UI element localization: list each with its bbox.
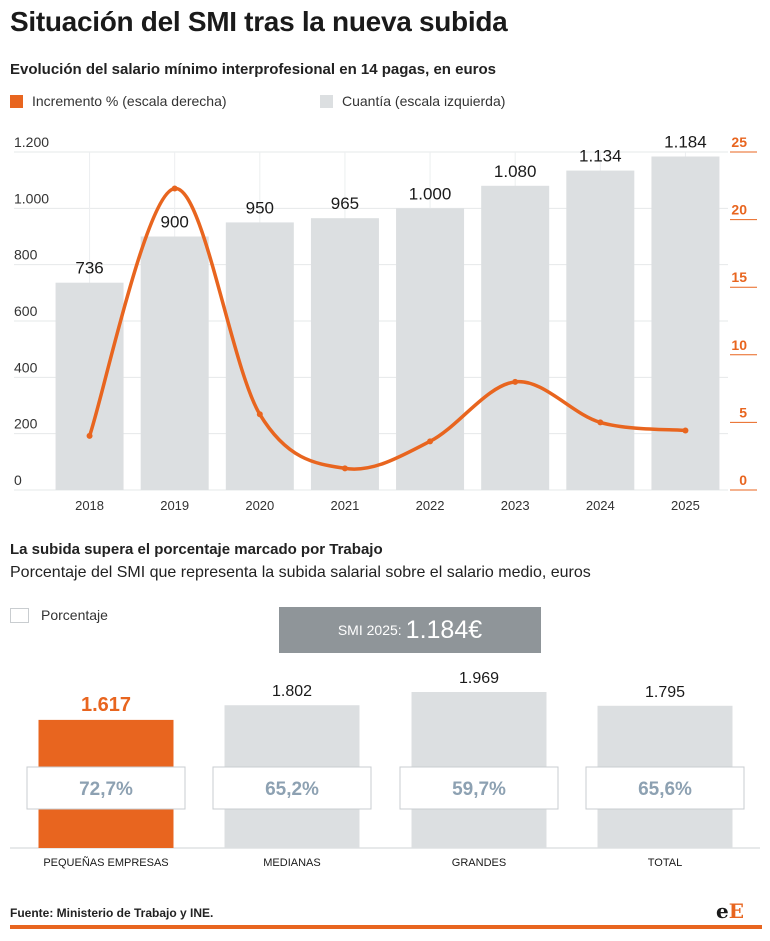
chart1-title: Evolución del salario mínimo interprofes… <box>10 61 496 78</box>
legend-increment: Incremento % (escala derecha) <box>10 93 227 109</box>
bar-value-label: 950 <box>246 198 274 217</box>
y-left-tick-label: 200 <box>14 416 38 432</box>
company-category-label: GRANDES <box>452 857 506 869</box>
y-left-tick-label: 600 <box>14 303 38 319</box>
percentage-label: 65,6% <box>638 779 692 800</box>
bar-amount <box>310 218 379 491</box>
increment-point <box>256 411 263 418</box>
y-left-tick-label: 1.200 <box>14 134 49 150</box>
legend-amount: Cuantía (escala izquierda) <box>320 93 505 109</box>
y-right-tick-label: 0 <box>739 472 747 488</box>
y-left-tick-label: 800 <box>14 247 38 263</box>
increment-point <box>427 438 434 445</box>
legend-percentage: Porcentaje <box>10 607 108 623</box>
y-left-tick-label: 1.000 <box>14 190 49 206</box>
y-left-tick-label: 0 <box>14 472 22 488</box>
bar-value-label: 1.134 <box>579 147 622 166</box>
company-value-label: 1.795 <box>645 684 685 701</box>
x-tick-label: 2018 <box>75 498 104 513</box>
percentage-label: 72,7% <box>79 779 133 800</box>
x-tick-label: 2024 <box>586 498 615 513</box>
chart2-title: La subida supera el porcentaje marcado p… <box>10 541 383 558</box>
company-category-label: MEDIANAS <box>263 857 320 869</box>
increment-point <box>171 185 178 192</box>
y-right-tick-label: 25 <box>731 134 747 150</box>
chart2-subtitle: Porcentaje del SMI que representa la sub… <box>10 564 591 581</box>
legend-increment-label: Incremento % (escala derecha) <box>32 93 227 109</box>
company-value-label: 1.969 <box>459 670 499 687</box>
percentage-label: 59,7% <box>452 779 506 800</box>
bar-value-label: 965 <box>331 194 359 213</box>
bar-amount <box>140 236 209 490</box>
bottom-rule <box>10 925 762 929</box>
company-value-label: 1.802 <box>272 683 312 700</box>
percentage-label: 65,2% <box>265 779 319 800</box>
bar-amount <box>651 156 720 491</box>
brand-logo: eE <box>716 899 744 923</box>
legend-swatch-gray <box>320 94 333 108</box>
bar-amount <box>55 282 124 490</box>
x-tick-label: 2019 <box>160 498 189 513</box>
source-note: Fuente: Ministerio de Trabajo y INE. <box>10 906 214 920</box>
increment-point <box>597 419 604 426</box>
page-title: Situación del SMI tras la nueva subida <box>10 6 508 37</box>
smi-banner: SMI 2025: 1.184€ <box>279 607 541 653</box>
legend-amount-label: Cuantía (escala izquierda) <box>342 93 506 109</box>
company-category-label: PEQUEÑAS EMPRESAS <box>43 856 168 869</box>
bar-value-label: 1.184 <box>664 133 707 152</box>
legend-swatch-orange <box>10 94 23 108</box>
increment-point <box>86 432 93 439</box>
y-right-tick-label: 15 <box>731 269 747 285</box>
x-tick-label: 2020 <box>245 498 274 513</box>
bar-amount <box>566 170 635 490</box>
y-right-tick-label: 20 <box>731 202 747 218</box>
smi-banner-value: 1.184€ <box>405 615 483 644</box>
x-tick-label: 2021 <box>330 498 359 513</box>
bar-value-label: 900 <box>161 213 189 232</box>
chart1-svg: 02004006008001.0001.20005101520257362018… <box>14 133 757 513</box>
percentage-box <box>585 766 745 810</box>
legend-percentage-label: Porcentaje <box>41 607 108 623</box>
percentage-box <box>399 766 559 810</box>
legend-percentage-swatch <box>10 607 29 623</box>
smi-banner-label: SMI 2025: <box>337 622 402 638</box>
y-right-tick-label: 5 <box>739 404 747 420</box>
y-left-tick-label: 400 <box>14 359 38 375</box>
x-tick-label: 2022 <box>416 498 445 513</box>
increment-point <box>682 427 689 434</box>
percentage-box <box>212 766 372 810</box>
y-right-tick-label: 10 <box>731 337 747 353</box>
x-tick-label: 2023 <box>501 498 530 513</box>
increment-point <box>512 378 519 385</box>
company-category-label: TOTAL <box>648 857 682 869</box>
company-value-label: 1.617 <box>81 694 131 716</box>
x-tick-label: 2025 <box>671 498 700 513</box>
percentage-box <box>26 766 186 810</box>
bar-value-label: 1.000 <box>409 184 452 203</box>
bar-value-label: 736 <box>75 259 103 278</box>
bar-amount <box>481 185 550 491</box>
increment-point <box>341 465 348 472</box>
bar-value-label: 1.080 <box>494 162 537 181</box>
